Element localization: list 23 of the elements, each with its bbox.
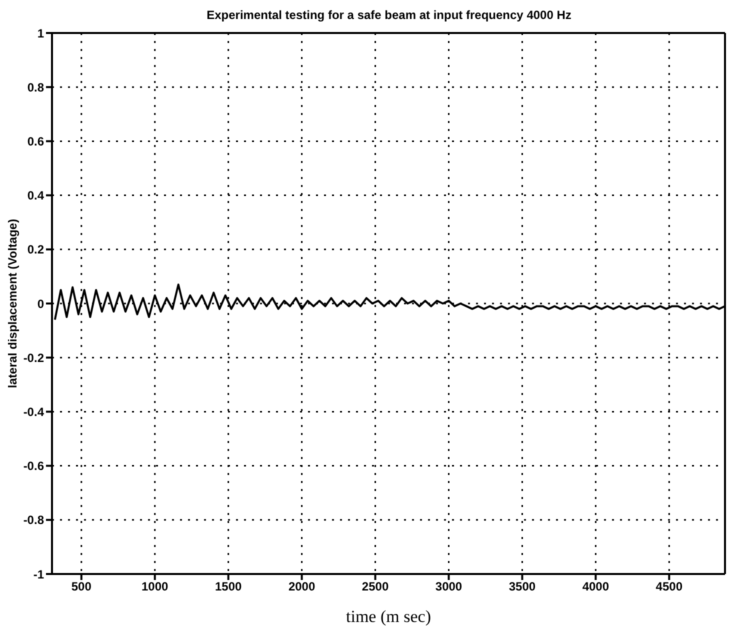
chart-title: Experimental testing for a safe beam at input frequency 4000 Hz [206,8,572,24]
x-tick-label: 3500 [508,580,536,594]
x-tick-label: 4500 [656,580,683,594]
y-tick-label: -0.8 [23,513,44,528]
y-tick-label: 0.4 [27,188,44,203]
x-tick-label: 4000 [582,580,610,594]
x-tick-label: 500 [71,580,92,594]
y-tick-label: 0 [37,296,44,311]
y-tick-label: 0.8 [27,80,44,94]
y-tick-label: -0.6 [23,459,44,474]
y-tick-label: 0.6 [27,134,44,148]
x-tick-label: 2500 [362,580,389,594]
y-tick-label: 1 [37,26,44,40]
y-tick-label: -0.2 [23,350,44,365]
x-tick-label: 3000 [435,580,462,594]
y-tick-label: -1 [33,567,44,582]
x-tick-label: 2000 [288,580,316,594]
x-tick-label: 1000 [142,580,169,594]
y-tick-label: -0.4 [23,404,44,419]
x-axis-title: time (m sec) [346,607,431,626]
y-tick-label: 0.2 [27,242,44,257]
y-axis-title: lateral displacement (Voltage) [5,218,20,388]
x-tick-label: 1500 [214,580,242,594]
